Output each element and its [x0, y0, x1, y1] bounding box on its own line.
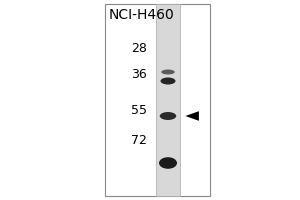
- Bar: [156, 4, 180, 196]
- Text: 72: 72: [131, 134, 147, 148]
- Bar: [105, 4, 210, 196]
- Ellipse shape: [161, 70, 175, 74]
- Ellipse shape: [160, 112, 176, 120]
- Ellipse shape: [159, 157, 177, 169]
- Ellipse shape: [160, 77, 175, 84]
- Text: 28: 28: [131, 43, 147, 55]
- Text: NCI-H460: NCI-H460: [108, 8, 174, 22]
- Text: 36: 36: [131, 68, 147, 82]
- Text: 55: 55: [131, 104, 147, 117]
- Polygon shape: [185, 111, 199, 121]
